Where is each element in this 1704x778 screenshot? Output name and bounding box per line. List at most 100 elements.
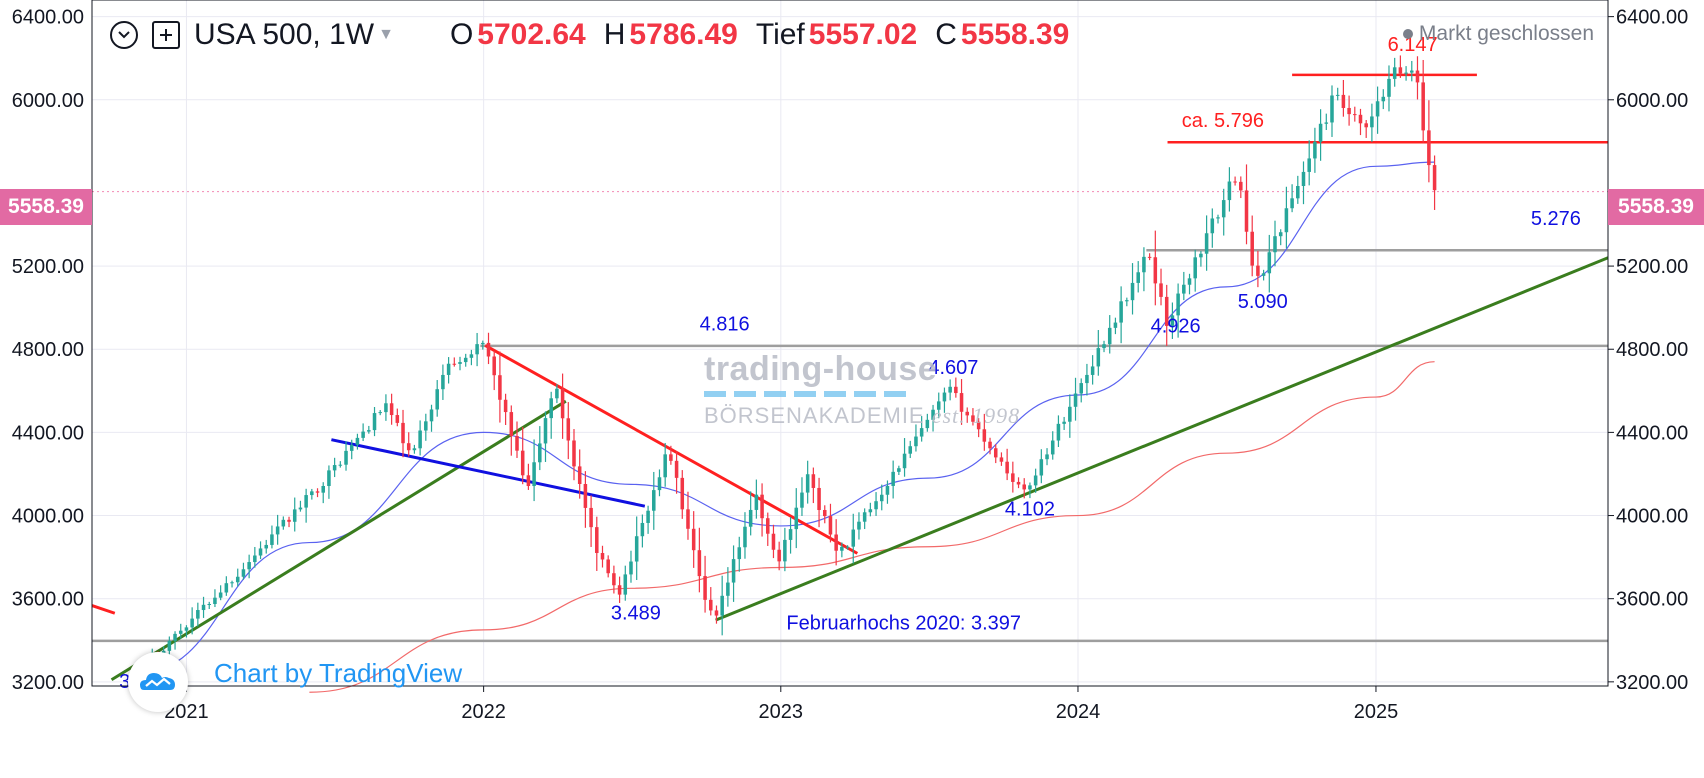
tradingview-logo-icon[interactable] [128, 652, 188, 712]
candle-body-up [310, 491, 314, 496]
watermark-line3: est. 1998 [931, 403, 1021, 428]
candle-body-up [247, 562, 251, 570]
candle-body-up [1199, 253, 1203, 258]
trendline [110, 399, 567, 682]
candle-body-up [1221, 200, 1226, 218]
y-tick-label-right: 4800.00 [1616, 339, 1688, 361]
candle-body-up [1033, 475, 1038, 486]
high-value: 5786.49 [629, 18, 738, 51]
candle-body-up [629, 561, 633, 575]
candle-body-up [1324, 122, 1329, 124]
candle-body-down [315, 491, 320, 493]
candle-body-down [606, 559, 610, 574]
add-symbol-plus-icon[interactable] [152, 21, 180, 49]
market-status: Markt geschlossen [1402, 22, 1594, 46]
candle-body-up [167, 640, 172, 651]
candle-body-up [879, 494, 884, 502]
candle-body-up [549, 398, 553, 419]
candle-body-up [292, 509, 297, 522]
symbol-name[interactable]: USA 500, 1W [194, 18, 375, 51]
candle-body-down [1250, 231, 1254, 266]
candle-body-up [1056, 423, 1061, 441]
candle-body-up [948, 386, 952, 393]
symbol-header: USA 500, 1W ▼ O 5702.64 H 5786.49 Tief 5… [110, 18, 1069, 52]
candle-body-up [897, 468, 901, 472]
candle-body-up [458, 362, 462, 364]
candle-body-up [224, 583, 229, 593]
candle-body-down [1341, 94, 1346, 108]
price-annotation: 4.607 [928, 357, 978, 379]
candle-body-up [1273, 236, 1277, 253]
candle-body-down [1432, 165, 1437, 191]
candle-body-up [1136, 272, 1140, 283]
candle-body-up [384, 403, 388, 413]
candle-body-up [378, 412, 382, 414]
price-annotation: Februarhochs 2020: 3.397 [786, 613, 1021, 635]
candle-body-up [424, 421, 428, 431]
price-annotation: 6.147 [1388, 34, 1438, 56]
candle-body-up [737, 547, 742, 560]
candle-body-down [771, 533, 776, 550]
candle-body-up [412, 448, 417, 451]
candle-body-down [1427, 130, 1431, 166]
status-dot-icon [1402, 29, 1413, 40]
axes: 3200.00 3200.00 3600.00 3600.00 4000.00 4000.… [12, 0, 1688, 723]
candle-body-up [1216, 217, 1220, 219]
candle-body-up [1096, 348, 1101, 367]
candle-body-up [919, 428, 924, 437]
candle-body-down [993, 448, 998, 458]
candle-body-down [566, 418, 571, 441]
price-annotation: 4.926 [1151, 316, 1201, 338]
candle-body-down [600, 553, 605, 560]
candle-body-up [1062, 421, 1066, 424]
candle-body-down [822, 510, 827, 517]
y-tick-label-left: 5200.00 [12, 256, 84, 278]
candle-body-up [1227, 181, 1232, 201]
candle-body-down [1147, 256, 1152, 258]
y-tick-label-left: 6400.00 [12, 7, 84, 29]
candle-body-up [1307, 158, 1311, 172]
candle-body-up [1090, 366, 1095, 375]
candle-body-up [1068, 406, 1072, 422]
candle-body-down [520, 450, 525, 476]
candle-body-down [669, 454, 673, 461]
candle-body-up [942, 392, 947, 402]
y-tick-label-right: 6400.00 [1616, 7, 1688, 29]
candle-body-up [1267, 252, 1272, 274]
attribution-text[interactable]: Chart by TradingView [214, 658, 463, 688]
candle-body-down [703, 576, 707, 600]
collapse-chevron-icon[interactable] [110, 21, 138, 49]
candle-body-down [1239, 181, 1243, 191]
candle-body-up [1381, 96, 1386, 102]
candle-body-up [646, 510, 650, 523]
y-tick-label-right: 5200.00 [1616, 256, 1688, 278]
candle-body-up [788, 529, 793, 540]
candle-body-up [304, 495, 308, 508]
candle-body-down [1233, 181, 1237, 183]
candle-body-up [1301, 171, 1306, 187]
candle-body-down [1164, 296, 1169, 326]
candle-body-down [988, 441, 992, 449]
candle-body-up [1073, 393, 1078, 407]
candle-body-down [1016, 481, 1021, 485]
candle-body-up [1182, 284, 1186, 294]
candle-body-up [1107, 327, 1112, 345]
candle-body-up [178, 630, 183, 634]
candle-body-down [406, 443, 411, 451]
candle-body-up [355, 437, 360, 445]
candle-body-up [1050, 440, 1055, 455]
candle-body-down [954, 386, 958, 394]
x-tick-label: 2025 [1354, 701, 1399, 723]
candle-body-down [691, 528, 696, 551]
candle-body-down [287, 519, 291, 522]
candle-body-up [862, 512, 867, 522]
candle-body-up [845, 546, 850, 548]
candle-body-up [481, 342, 485, 345]
candle-body-up [446, 363, 451, 375]
close-label: C [935, 18, 957, 51]
price-annotation: 4.102 [1005, 499, 1055, 521]
symbol-dropdown-icon[interactable]: ▼ [378, 26, 394, 43]
candle-body-up [327, 470, 331, 486]
candle-body-up [344, 450, 348, 465]
